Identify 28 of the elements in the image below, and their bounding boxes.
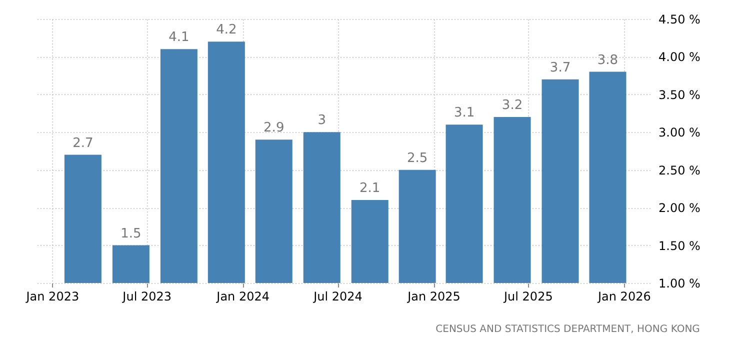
data-label: 4.2 xyxy=(216,22,237,38)
data-label: 3.1 xyxy=(454,106,475,121)
data-label: 4.1 xyxy=(168,30,190,46)
y-tick-label: 1.00 % xyxy=(658,276,700,290)
x-tick-label: Jul 2023 xyxy=(122,290,172,304)
data-label: 3 xyxy=(318,113,326,128)
data-label: 3.2 xyxy=(502,98,523,114)
data-label: 3.7 xyxy=(550,60,571,76)
data-label: 1.5 xyxy=(120,226,142,242)
data-label: 2.5 xyxy=(406,150,428,166)
data-label: 2.7 xyxy=(72,136,94,151)
y-tick-label: 2.00 % xyxy=(658,201,700,216)
x-tick-label: Jul 2025 xyxy=(503,290,553,304)
y-tick-label: 1.50 % xyxy=(658,238,700,253)
x-tick-label: Jan 2026 xyxy=(596,290,651,304)
y-tick-label: 2.50 % xyxy=(658,163,700,178)
y-tick-label: 3.50 % xyxy=(658,88,700,102)
x-tick-label: Jan 2023 xyxy=(25,290,80,304)
y-tick-label: 3.00 % xyxy=(658,126,700,140)
x-tick-label: Jul 2024 xyxy=(312,290,362,304)
text: CENSUS AND STATISTICS DEPARTMENT, HONG KONG xyxy=(436,324,700,335)
y-tick-label: 4.50 % xyxy=(658,12,700,26)
x-tick-label: Jan 2024 xyxy=(216,290,270,304)
y-tick-label: 4.00 % xyxy=(658,50,700,64)
data-label: 3.8 xyxy=(597,52,618,68)
data-label: 2.9 xyxy=(264,120,284,136)
data-label: 2.1 xyxy=(360,181,380,196)
x-tick-label: Jan 2025 xyxy=(406,290,460,304)
